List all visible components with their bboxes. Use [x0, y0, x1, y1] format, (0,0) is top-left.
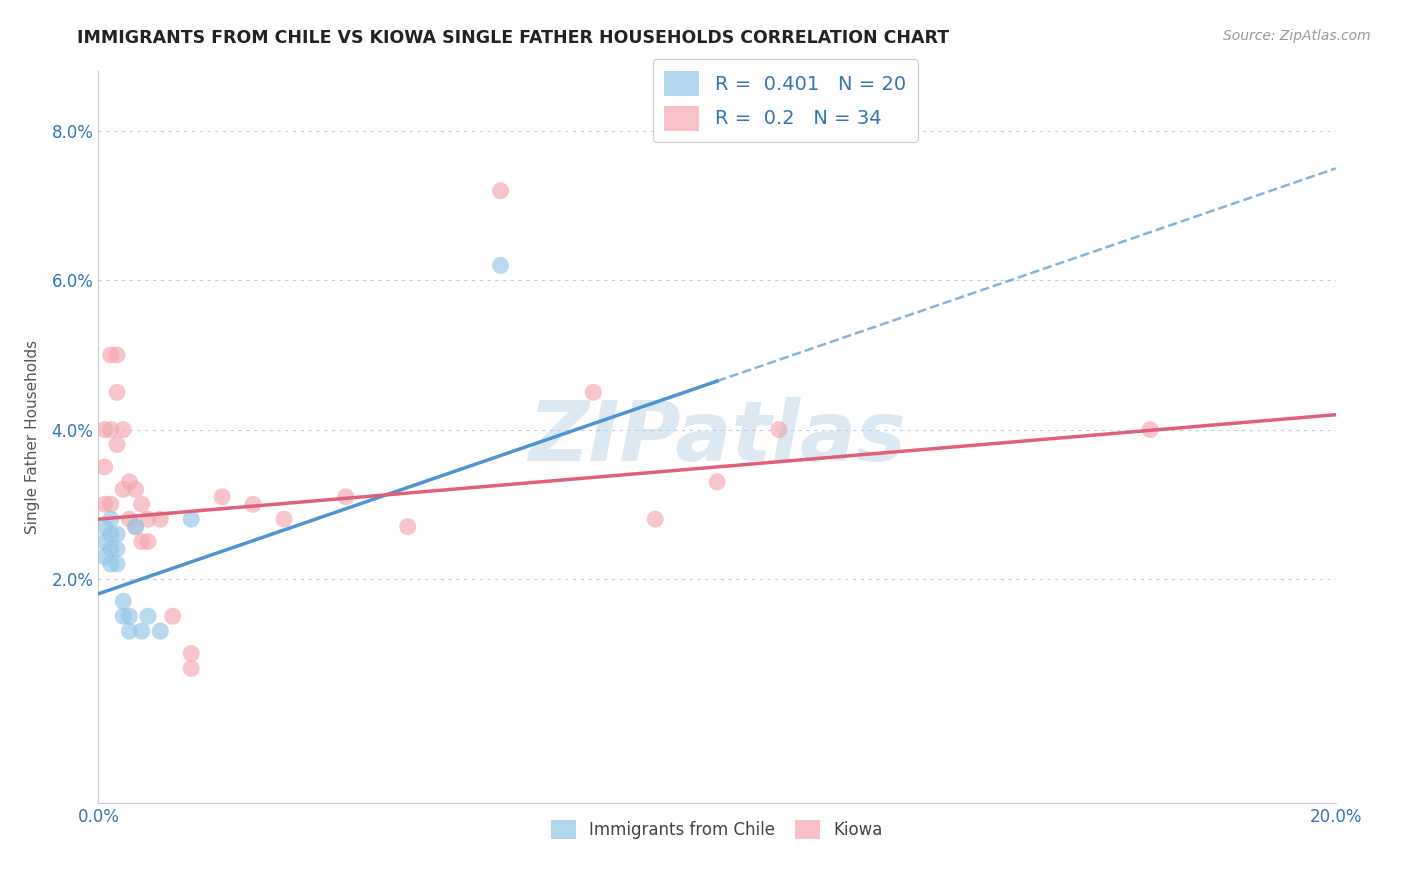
Point — [180, 512, 202, 526]
Point — [211, 490, 233, 504]
Point — [100, 512, 122, 526]
Point — [93, 459, 115, 474]
Point — [180, 647, 202, 661]
Point — [105, 527, 128, 541]
Point — [105, 348, 128, 362]
Point — [105, 437, 128, 451]
Point — [489, 259, 512, 273]
Point — [131, 497, 153, 511]
Point — [396, 519, 419, 533]
Point — [100, 542, 122, 557]
Point — [136, 512, 159, 526]
Point — [118, 475, 141, 489]
Text: IMMIGRANTS FROM CHILE VS KIOWA SINGLE FATHER HOUSEHOLDS CORRELATION CHART: IMMIGRANTS FROM CHILE VS KIOWA SINGLE FA… — [77, 29, 949, 46]
Point — [180, 661, 202, 675]
Point — [100, 527, 122, 541]
Point — [124, 483, 146, 497]
Point — [118, 609, 141, 624]
Point — [100, 497, 122, 511]
Point — [100, 348, 122, 362]
Point — [112, 483, 135, 497]
Point — [136, 609, 159, 624]
Point — [131, 534, 153, 549]
Point — [105, 385, 128, 400]
Point — [118, 624, 141, 639]
Point — [768, 423, 790, 437]
Point — [93, 497, 115, 511]
Point — [124, 519, 146, 533]
Point — [105, 542, 128, 557]
Point — [149, 624, 172, 639]
Point — [124, 519, 146, 533]
Legend: Immigrants from Chile, Kiowa: Immigrants from Chile, Kiowa — [544, 814, 890, 846]
Point — [242, 497, 264, 511]
Y-axis label: Single Father Households: Single Father Households — [25, 340, 41, 534]
Text: Source: ZipAtlas.com: Source: ZipAtlas.com — [1223, 29, 1371, 43]
Point — [105, 557, 128, 571]
Point — [93, 423, 115, 437]
Point — [582, 385, 605, 400]
Point — [100, 423, 122, 437]
Point — [644, 512, 666, 526]
Point — [93, 519, 115, 533]
Text: ZIPatlas: ZIPatlas — [529, 397, 905, 477]
Point — [149, 512, 172, 526]
Point — [118, 512, 141, 526]
Point — [1139, 423, 1161, 437]
Point — [489, 184, 512, 198]
Point — [273, 512, 295, 526]
Point — [112, 423, 135, 437]
Point — [100, 557, 122, 571]
Point — [93, 549, 115, 564]
Point — [162, 609, 184, 624]
Point — [706, 475, 728, 489]
Point — [131, 624, 153, 639]
Point — [112, 594, 135, 608]
Point — [112, 609, 135, 624]
Point — [136, 534, 159, 549]
Point — [335, 490, 357, 504]
Point — [93, 534, 115, 549]
